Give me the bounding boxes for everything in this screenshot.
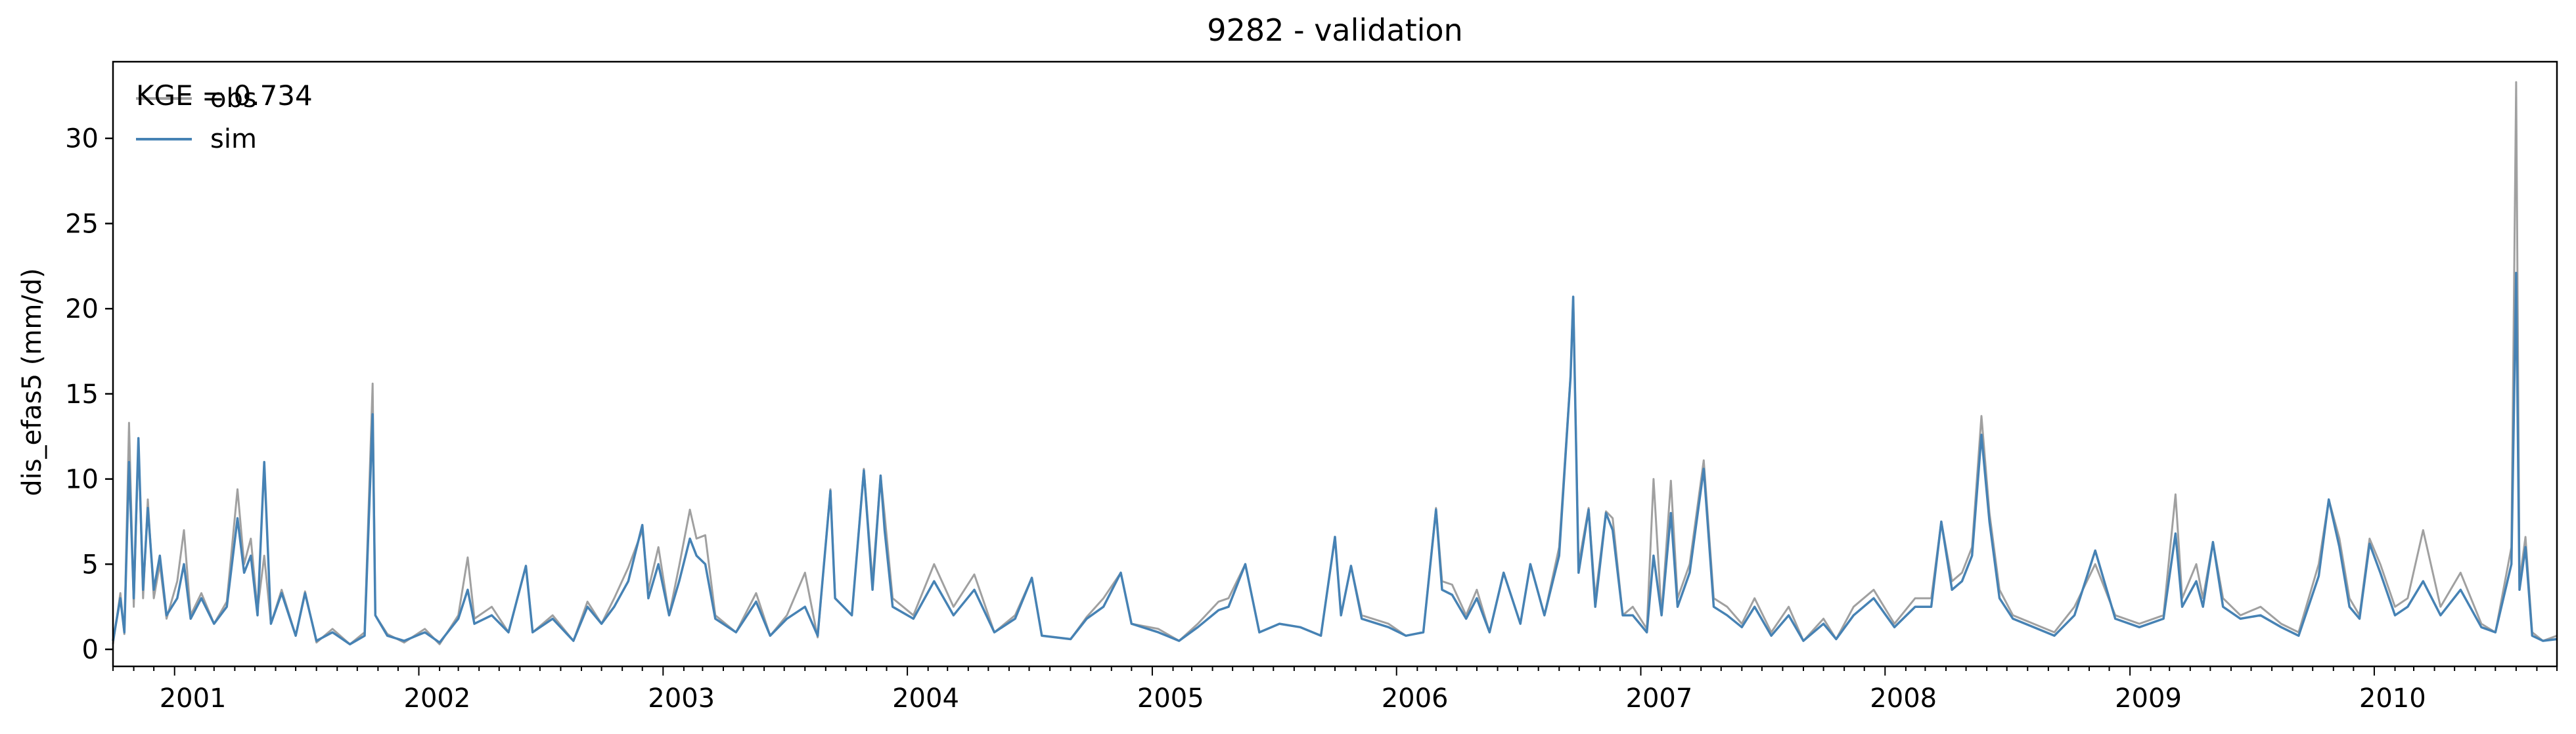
y-tick-label: 10 bbox=[65, 465, 99, 495]
kge-annotation: KGE = 0.734 bbox=[136, 79, 313, 112]
series-line-sim bbox=[112, 271, 2558, 646]
y-axis: 0 5 10 15 20 25 30 bbox=[65, 124, 113, 665]
legend: obs sim bbox=[136, 83, 257, 154]
x-tick-label: 2002 bbox=[404, 683, 471, 714]
y-axis-label: dis_efas5 (mm/d) bbox=[17, 268, 47, 496]
x-tick-label: 2005 bbox=[1137, 683, 1204, 714]
y-tick-label: 30 bbox=[65, 124, 99, 154]
x-tick-label: 2004 bbox=[892, 683, 959, 714]
plot-area bbox=[112, 81, 2558, 646]
y-tick-label: 5 bbox=[82, 550, 99, 580]
x-tick-label: 2008 bbox=[1870, 683, 1937, 714]
chart-title: 9282 - validation bbox=[1207, 12, 1462, 48]
x-tick-label: 2009 bbox=[2115, 683, 2182, 714]
x-axis: 2001 2002 2003 2004 2005 2006 2007 2008 2009 2010 bbox=[112, 666, 2558, 714]
y-tick-label: 15 bbox=[65, 379, 99, 410]
x-tick-label: 2001 bbox=[160, 683, 227, 714]
x-tick-label: 2007 bbox=[1626, 683, 1693, 714]
y-tick-label: 25 bbox=[65, 209, 99, 239]
x-tick-label: 2003 bbox=[648, 683, 715, 714]
x-tick-label: 2010 bbox=[2359, 683, 2426, 714]
y-tick-label: 20 bbox=[65, 294, 99, 324]
legend-obs-label: obs bbox=[210, 83, 257, 114]
legend-sim-label: sim bbox=[210, 124, 257, 154]
x-tick-label: 2006 bbox=[1382, 683, 1449, 714]
y-tick-label: 0 bbox=[82, 635, 99, 665]
